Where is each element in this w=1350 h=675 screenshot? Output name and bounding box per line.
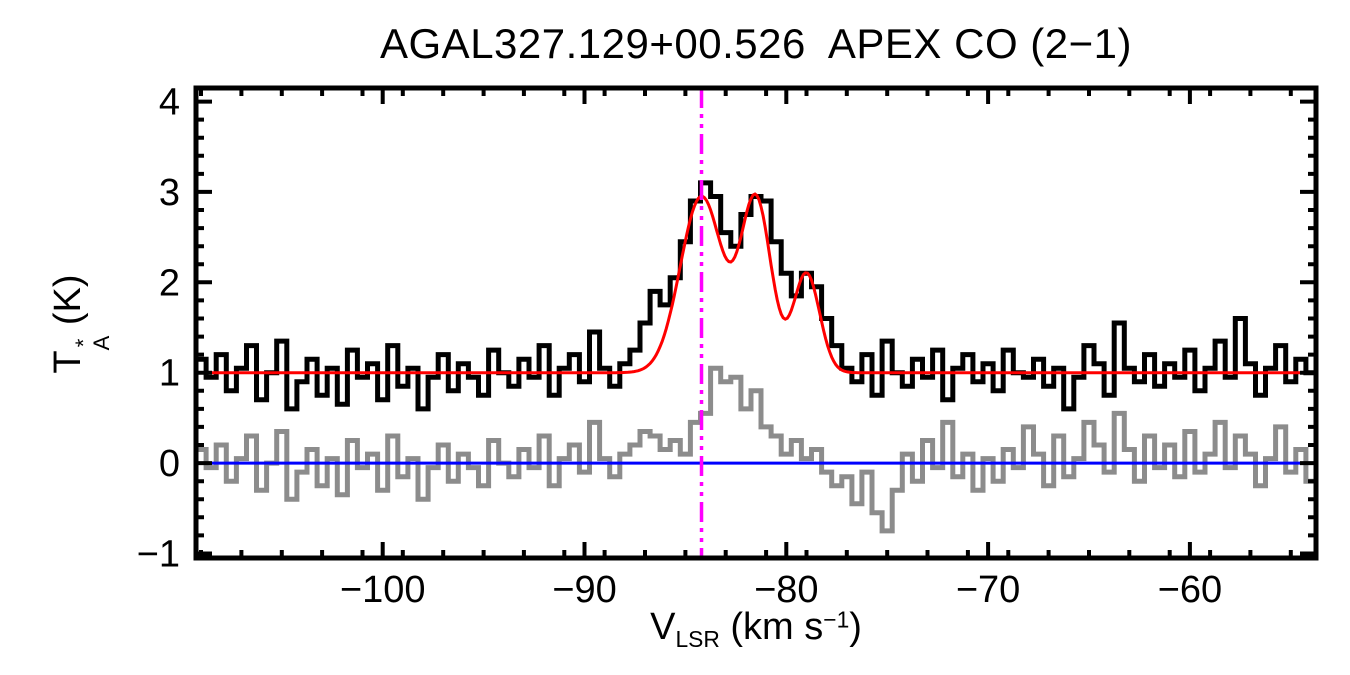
spectrum-step-black (196, 180, 1316, 412)
y-axis-label: T * A (K) (47, 274, 114, 374)
axis-ticks (196, 88, 1316, 558)
y-tick-label: 2 (159, 262, 180, 304)
x-tick-label: −60 (1158, 569, 1222, 611)
y-tick-label: 0 (159, 443, 180, 485)
plot-frame (193, 85, 1319, 561)
ta-sub-sup: * A (71, 335, 114, 351)
x-tick-label: −70 (956, 569, 1020, 611)
x-tick-label: −100 (340, 569, 426, 611)
x-tick-label: −90 (552, 569, 616, 611)
y-tick-label: 4 (159, 82, 180, 124)
x-axis-label: VLSR (km s−1) (650, 606, 862, 652)
chart-title: AGAL327.129+00.526 APEX CO (2−1) (380, 20, 1132, 67)
residual-step-gray (196, 365, 1316, 534)
y-tick-label: 3 (159, 172, 180, 214)
y-tick-label: −1 (137, 533, 180, 575)
x-tick-label: −80 (754, 569, 818, 611)
gaussian-fit-curve (196, 192, 1316, 375)
plot-area (196, 88, 1316, 558)
y-tick-label: 1 (159, 353, 180, 395)
